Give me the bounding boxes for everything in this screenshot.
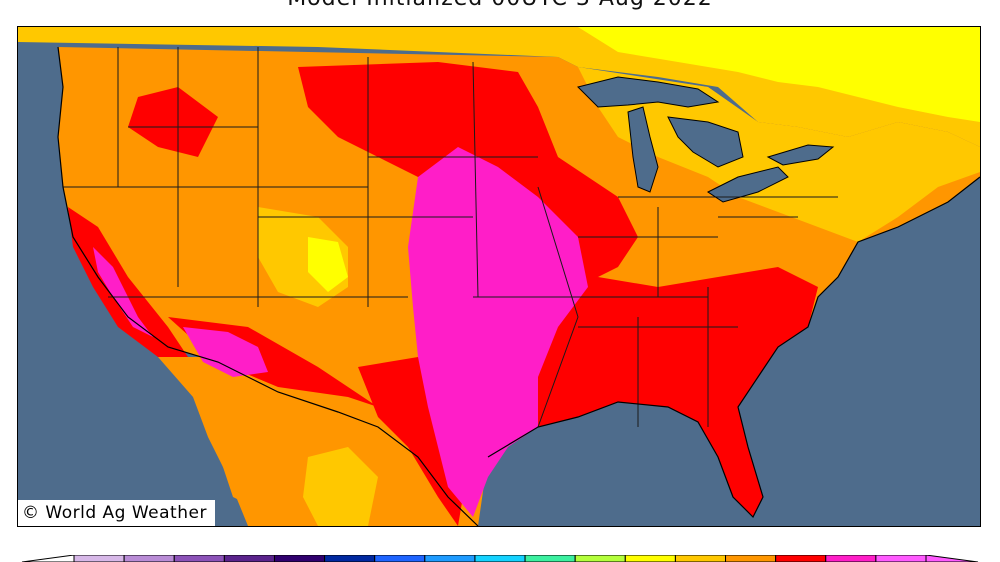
coastline (57, 46, 980, 526)
colorbar-swatch (374, 555, 426, 562)
colorbar-swatch (674, 555, 727, 562)
colorbar-swatch (73, 555, 125, 562)
map-subtitle: Model Initialized 00UTC 3 Aug 2022 (0, 0, 1000, 11)
colorbar-swatch (574, 555, 626, 562)
watermark-text: © World Ag Weather (18, 500, 215, 526)
colorbar-swatch (123, 555, 175, 562)
colorbar-low-arrow (21, 555, 75, 562)
colorbar-swatch (424, 555, 476, 562)
colorbar-swatch (474, 555, 526, 562)
arizona-magenta (183, 327, 268, 377)
color-scale-bar (20, 555, 980, 562)
colorbar-high-arrow (925, 555, 979, 562)
mexico-yellow (303, 447, 378, 526)
colorbar-swatch (775, 555, 827, 562)
colorbar-swatch (223, 555, 275, 562)
lake-huron (668, 117, 743, 167)
colorbar-swatch (273, 555, 326, 562)
colorbar-swatch (725, 555, 777, 562)
lake-erie (708, 167, 788, 202)
colorbar-swatch (624, 555, 676, 562)
colorbar-swatch (875, 555, 927, 562)
temperature-map (17, 26, 981, 527)
baja-peninsula (201, 387, 253, 507)
california-magenta (93, 247, 153, 337)
idaho-red (128, 87, 218, 157)
california-red (68, 207, 188, 357)
lake-ontario (768, 145, 833, 165)
lake-outlines (577, 76, 835, 203)
colorbar-swatch (825, 555, 877, 562)
state-borders (63, 47, 838, 428)
utah-yellow (308, 237, 348, 292)
colorbar-swatch (324, 555, 376, 562)
colorbar-swatch (173, 555, 225, 562)
colorbar-swatch (524, 555, 576, 562)
canada-north-yellow (578, 27, 980, 122)
plains-magenta-core (408, 147, 588, 517)
lake-superior (578, 77, 718, 107)
southeast-red (518, 267, 818, 517)
